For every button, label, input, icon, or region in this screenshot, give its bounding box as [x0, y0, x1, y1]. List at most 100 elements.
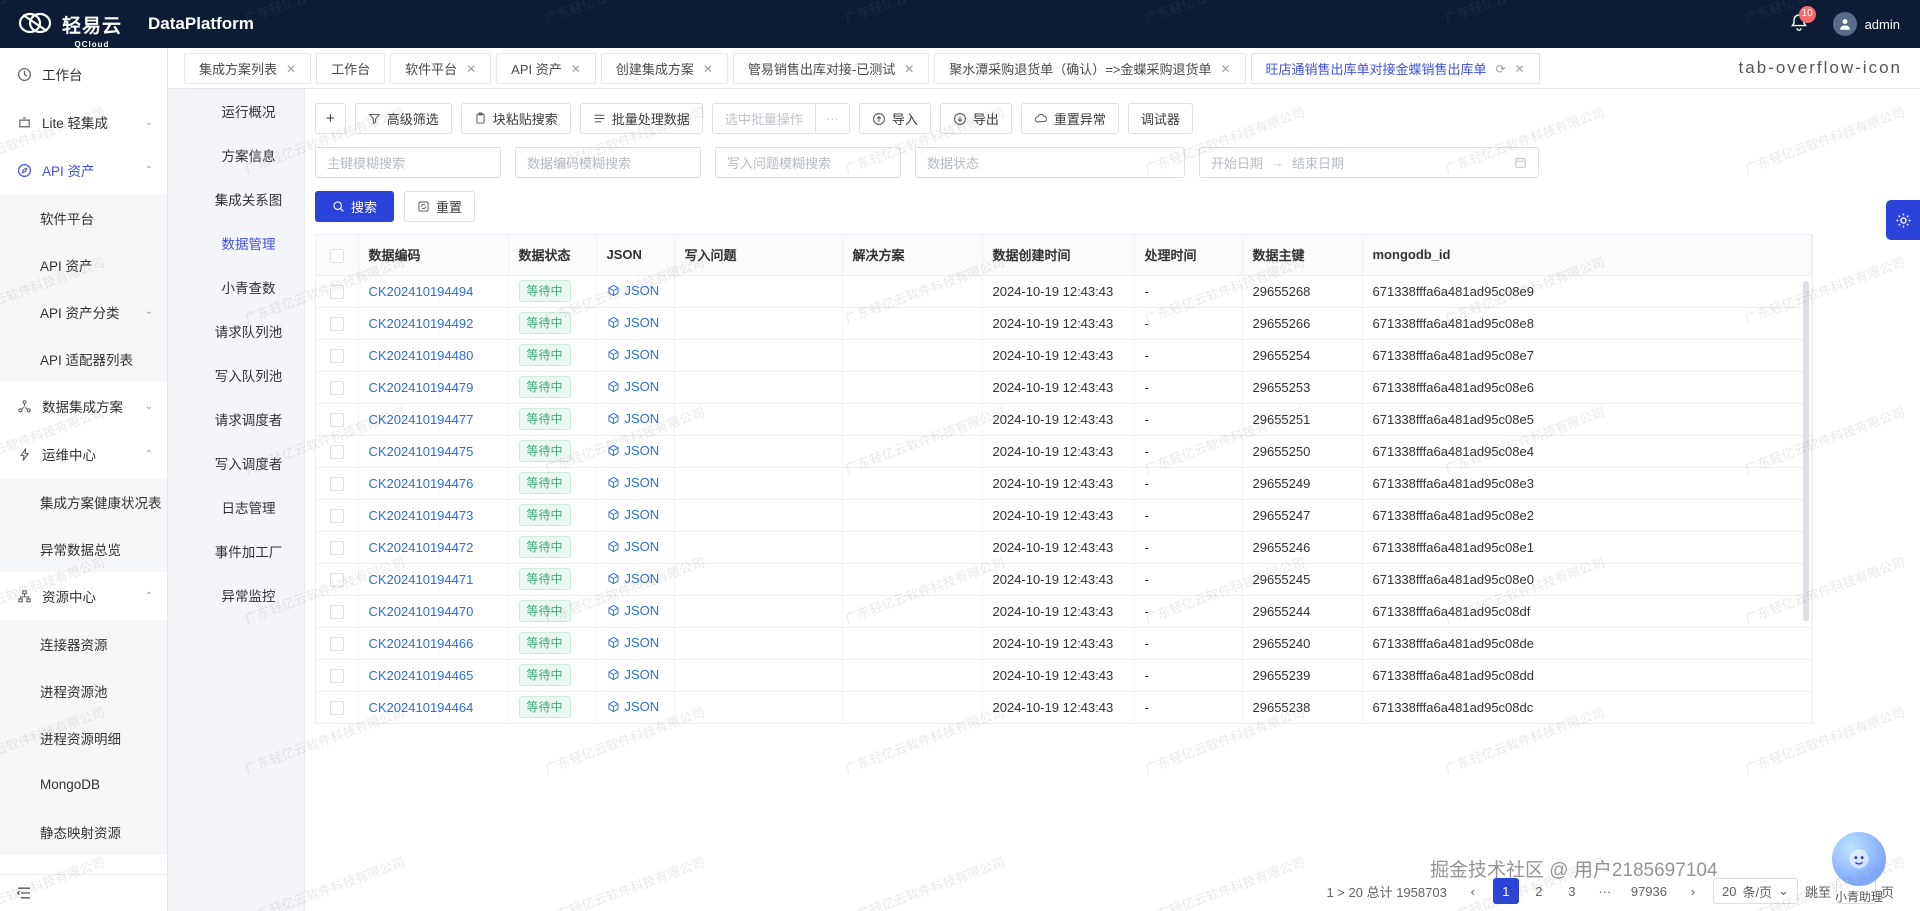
- paste-search-button[interactable]: 块粘贴搜索: [460, 103, 571, 134]
- row-select-cell[interactable]: [316, 531, 359, 564]
- row-checkbox[interactable]: [329, 316, 344, 331]
- cell-data-code[interactable]: CK202410194465: [358, 659, 509, 692]
- row-checkbox[interactable]: [329, 348, 344, 363]
- column-header-primary-key[interactable]: 数据主键: [1242, 235, 1363, 276]
- cell-data-code[interactable]: CK202410194479: [358, 371, 509, 404]
- batch-more-button[interactable]: ···: [815, 103, 850, 134]
- cell-data-code[interactable]: CK202410194473: [358, 499, 509, 532]
- row-checkbox[interactable]: [329, 476, 344, 491]
- cell-json[interactable]: JSON: [596, 307, 675, 340]
- write-issue-input[interactable]: 写入问题模糊搜索: [715, 147, 901, 178]
- cell-json[interactable]: JSON: [596, 403, 675, 436]
- cell-json[interactable]: JSON: [596, 531, 675, 564]
- cell-data-code[interactable]: CK202410194471: [358, 563, 509, 596]
- table-row[interactable]: CK202410194475 等待中 JSON 2024-10-19 12:43:43…: [316, 435, 1812, 468]
- table-row[interactable]: CK202410194494 等待中 JSON 2024-10-19 12:43:43…: [316, 275, 1812, 308]
- row-select-cell[interactable]: [316, 435, 359, 468]
- tab-jushuitan-return[interactable]: 聚水潭采购退货单（确认）=>金蝶采购退货单 ✕: [934, 53, 1246, 84]
- inner-item-event-factory[interactable]: 事件加工厂: [193, 529, 304, 573]
- inner-item-write-queue[interactable]: 写入队列池: [193, 353, 304, 397]
- reload-icon[interactable]: ⟳: [1495, 61, 1506, 76]
- add-button[interactable]: +: [315, 103, 346, 134]
- column-header-processed-time[interactable]: 处理时间: [1134, 235, 1243, 276]
- row-checkbox[interactable]: [329, 284, 344, 299]
- data-code-link[interactable]: CK202410194477: [368, 411, 474, 427]
- data-code-link[interactable]: CK202410194475: [368, 443, 474, 459]
- cell-json[interactable]: JSON: [596, 659, 675, 692]
- cell-data-code[interactable]: CK202410194494: [358, 275, 509, 308]
- json-link[interactable]: JSON: [607, 507, 659, 522]
- tab-overflow-icon[interactable]: tab-overflow-icon: [1738, 58, 1902, 77]
- column-header-data-status[interactable]: 数据状态: [508, 235, 597, 276]
- data-code-link[interactable]: CK202410194473: [368, 507, 474, 523]
- inner-item-request-queue[interactable]: 请求队列池: [193, 309, 304, 353]
- table-row[interactable]: CK202410194465 等待中 JSON 2024-10-19 12:43:43…: [316, 659, 1812, 692]
- date-range-picker[interactable]: 开始日期 → 结束日期: [1199, 147, 1539, 178]
- batch-process-button[interactable]: 批量处理数据: [579, 103, 703, 134]
- json-link[interactable]: JSON: [607, 603, 659, 618]
- sidebar-item-static-mapping[interactable]: 静态映射资源: [0, 808, 167, 855]
- inner-item-write-scheduler[interactable]: 写入调度者: [193, 441, 304, 485]
- table-row[interactable]: CK202410194476 等待中 JSON 2024-10-19 12:43:43…: [316, 467, 1812, 500]
- row-select-cell[interactable]: [316, 627, 359, 660]
- data-code-link[interactable]: CK202410194466: [368, 635, 474, 651]
- row-checkbox[interactable]: [329, 412, 344, 427]
- assistant-widget[interactable]: 小青助理: [1820, 832, 1898, 905]
- row-checkbox[interactable]: [329, 604, 344, 619]
- data-code-link[interactable]: CK202410194464: [368, 699, 474, 715]
- sidebar-item-health-table[interactable]: 集成方案健康状况表: [0, 478, 167, 525]
- row-checkbox[interactable]: [329, 636, 344, 651]
- close-icon[interactable]: ✕: [702, 61, 713, 76]
- user-menu-button[interactable]: admin: [1832, 12, 1900, 36]
- json-link[interactable]: JSON: [607, 571, 659, 586]
- table-row[interactable]: CK202410194479 等待中 JSON 2024-10-19 12:43:43…: [316, 371, 1812, 404]
- row-checkbox[interactable]: [329, 508, 344, 523]
- pagination-prev[interactable]: ‹: [1470, 883, 1475, 899]
- cell-json[interactable]: JSON: [596, 627, 675, 660]
- sidebar-item-software-platform[interactable]: 软件平台: [0, 194, 167, 241]
- json-link[interactable]: JSON: [607, 443, 659, 458]
- data-code-link[interactable]: CK202410194480: [368, 347, 474, 363]
- data-code-link[interactable]: CK202410194472: [368, 539, 474, 555]
- cell-data-code[interactable]: CK202410194476: [358, 467, 509, 500]
- sidebar-item-ops-center[interactable]: 运维中心 ⌃: [0, 430, 167, 478]
- data-status-select[interactable]: 数据状态: [915, 147, 1185, 178]
- settings-gear-button[interactable]: [1886, 200, 1920, 240]
- import-button[interactable]: 导入: [858, 103, 931, 134]
- sidebar-item-mongodb[interactable]: MongoDB: [0, 761, 167, 808]
- cell-data-code[interactable]: CK202410194466: [358, 627, 509, 660]
- pagination-page-2[interactable]: 2: [1535, 883, 1543, 899]
- inner-item-exception-monitor[interactable]: 异常监控: [193, 573, 304, 617]
- reset-exception-button[interactable]: 重置异常: [1020, 103, 1119, 134]
- sidebar-item-resource-center[interactable]: 资源中心 ⌃: [0, 572, 167, 620]
- table-row[interactable]: CK202410194466 等待中 JSON 2024-10-19 12:43:43…: [316, 627, 1812, 660]
- sidebar-item-api-category[interactable]: API 资产分类 ⌄: [0, 288, 167, 335]
- search-button[interactable]: 搜索: [315, 191, 395, 222]
- tab-integration-list[interactable]: 集成方案列表 ✕: [184, 53, 312, 84]
- cell-data-code[interactable]: CK202410194464: [358, 691, 509, 724]
- json-link[interactable]: JSON: [607, 347, 659, 362]
- cell-json[interactable]: JSON: [596, 339, 675, 372]
- export-button[interactable]: 导出: [939, 103, 1012, 134]
- inner-item-data-management[interactable]: 数据管理: [193, 221, 304, 265]
- json-link[interactable]: JSON: [607, 475, 659, 490]
- brand-logo[interactable]: 轻易云 QCloud DataPlatform: [0, 9, 254, 49]
- json-link[interactable]: JSON: [607, 635, 659, 650]
- cell-json[interactable]: JSON: [596, 371, 675, 404]
- sidebar-item-exception-overview[interactable]: 异常数据总览: [0, 525, 167, 572]
- cell-data-code[interactable]: CK202410194472: [358, 531, 509, 564]
- inner-item-relation-graph[interactable]: 集成关系图: [193, 177, 304, 221]
- data-code-link[interactable]: CK202410194465: [368, 667, 474, 683]
- row-checkbox[interactable]: [329, 700, 344, 715]
- data-code-link[interactable]: CK202410194492: [368, 315, 474, 331]
- cell-json[interactable]: JSON: [596, 467, 675, 500]
- select-all-header[interactable]: [316, 235, 359, 276]
- column-header-write-issue[interactable]: 写入问题: [674, 235, 843, 276]
- sidebar-item-api-adapter-list[interactable]: API 适配器列表: [0, 335, 167, 382]
- data-code-link[interactable]: CK202410194470: [368, 603, 474, 619]
- json-link[interactable]: JSON: [607, 283, 659, 298]
- cell-data-code[interactable]: CK202410194470: [358, 595, 509, 628]
- table-row[interactable]: CK202410194470 等待中 JSON 2024-10-19 12:43:43…: [316, 595, 1812, 628]
- table-row[interactable]: CK202410194480 等待中 JSON 2024-10-19 12:43:43…: [316, 339, 1812, 372]
- sidebar-item-api-assets[interactable]: API 资产 ⌃: [0, 146, 167, 194]
